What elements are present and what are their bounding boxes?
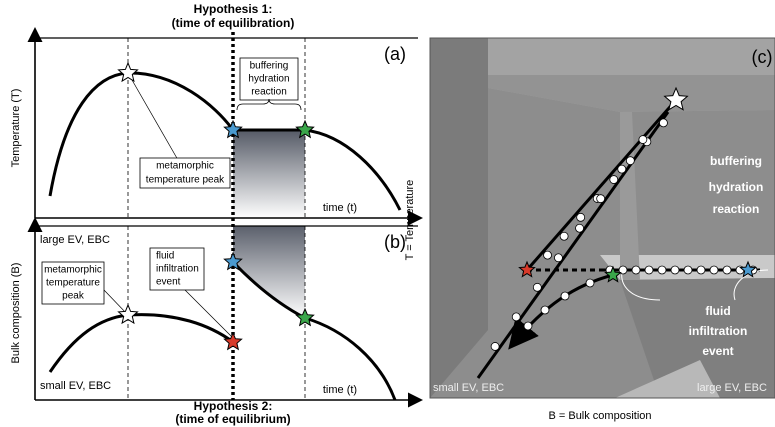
curve: [48, 71, 402, 211]
path-arrow: [508, 273, 614, 350]
dot: [609, 175, 619, 184]
dot: [683, 265, 693, 275]
curve: [48, 313, 234, 373]
hypothesis-subtitle: (time of equilibrium): [175, 412, 290, 426]
dot: [511, 312, 521, 322]
dot: [523, 321, 533, 331]
dot: [696, 265, 706, 275]
dot: [722, 265, 732, 275]
note: event: [702, 344, 733, 358]
leader: [127, 72, 179, 161]
note: infiltration: [689, 324, 748, 338]
dot: [625, 156, 635, 166]
dot: [554, 253, 563, 263]
panel-b: (b) Bulk composition (B) time (t) large …: [10, 217, 423, 408]
dot: [618, 265, 628, 275]
dot: [559, 231, 569, 241]
note: peak: [62, 291, 85, 302]
dot: [560, 291, 570, 301]
leader: [621, 271, 661, 301]
y-axis-label: T = Temperature: [404, 180, 416, 261]
panel-label: (b): [384, 232, 406, 252]
note-box: [149, 247, 205, 291]
path-line: [525, 99, 678, 271]
note: hydration: [709, 180, 764, 194]
brace: [236, 98, 302, 111]
note: reaction: [713, 202, 760, 216]
star: [295, 119, 315, 139]
star: [117, 303, 139, 325]
note: temperature: [46, 278, 100, 289]
panel-label: (c): [752, 47, 773, 67]
x-axis-label: time (t): [323, 202, 357, 214]
dot: [644, 265, 654, 275]
axis-end-label: small EV, EBC: [433, 382, 504, 394]
dot: [631, 265, 641, 275]
note: fluid: [705, 304, 730, 318]
star: [663, 86, 689, 111]
axis-end-label: small EV, EBC: [40, 380, 111, 392]
note: event: [156, 277, 181, 288]
dot: [540, 305, 550, 315]
note: buffering: [250, 61, 289, 72]
dot: [576, 212, 586, 222]
dot: [709, 265, 719, 275]
note: buffering: [710, 154, 762, 168]
y-axis-label: Temperature (T): [10, 89, 22, 168]
face: [488, 75, 775, 112]
dot: [659, 118, 668, 128]
face: [620, 112, 640, 280]
note: temperature peak: [146, 175, 225, 186]
dot: [596, 194, 606, 204]
face: [430, 38, 488, 398]
note: reaction: [251, 87, 287, 98]
panel-c: (c) buffering hydration reaction fluid i…: [429, 37, 775, 399]
star: [223, 251, 243, 271]
hypothesis-subtitle: (time of equilibration): [172, 16, 295, 30]
dot: [532, 282, 542, 292]
hypothesis-title: Hypothesis 2:: [194, 399, 273, 413]
dot: [585, 278, 595, 288]
star: [117, 61, 139, 83]
face: [620, 278, 775, 398]
star: [295, 307, 315, 327]
note: fluid: [156, 251, 174, 262]
dot: [543, 250, 552, 260]
leader: [184, 289, 234, 339]
star: [739, 260, 757, 278]
panel-label: (a): [384, 44, 406, 64]
dot: [617, 164, 627, 174]
frame: [429, 37, 775, 399]
shading: [233, 226, 305, 318]
axis-end-label: large EV, EBC: [40, 234, 110, 246]
x-axis-label: time (t): [323, 384, 357, 396]
star: [223, 331, 243, 351]
dot: [670, 265, 680, 275]
note-box: [41, 261, 105, 305]
frame: [34, 225, 418, 400]
note: metamorphic: [156, 161, 214, 172]
star: [604, 265, 622, 283]
dot: [638, 135, 648, 144]
leader: [733, 269, 769, 301]
note-box: [239, 57, 299, 101]
axis-end-label: large EV, EBC: [697, 382, 767, 394]
face: [615, 360, 720, 398]
note-box: [139, 157, 231, 189]
leader: [103, 289, 129, 316]
note: metamorphic: [44, 265, 102, 276]
hypothesis-title: Hypothesis 1:: [194, 2, 273, 16]
dot: [657, 265, 667, 275]
dot: [575, 223, 584, 233]
note: hydration: [248, 74, 289, 85]
shading: [233, 130, 305, 218]
y-axis-label: Bulk composition (B): [10, 263, 22, 364]
star: [223, 119, 243, 139]
note: infiltration: [156, 264, 199, 275]
dot: [490, 342, 500, 351]
x-axis-label: B = Bulk composition: [548, 410, 651, 422]
panel-a: (a) Temperature (T) time (t) buffering h…: [10, 27, 423, 226]
star: [518, 260, 536, 278]
